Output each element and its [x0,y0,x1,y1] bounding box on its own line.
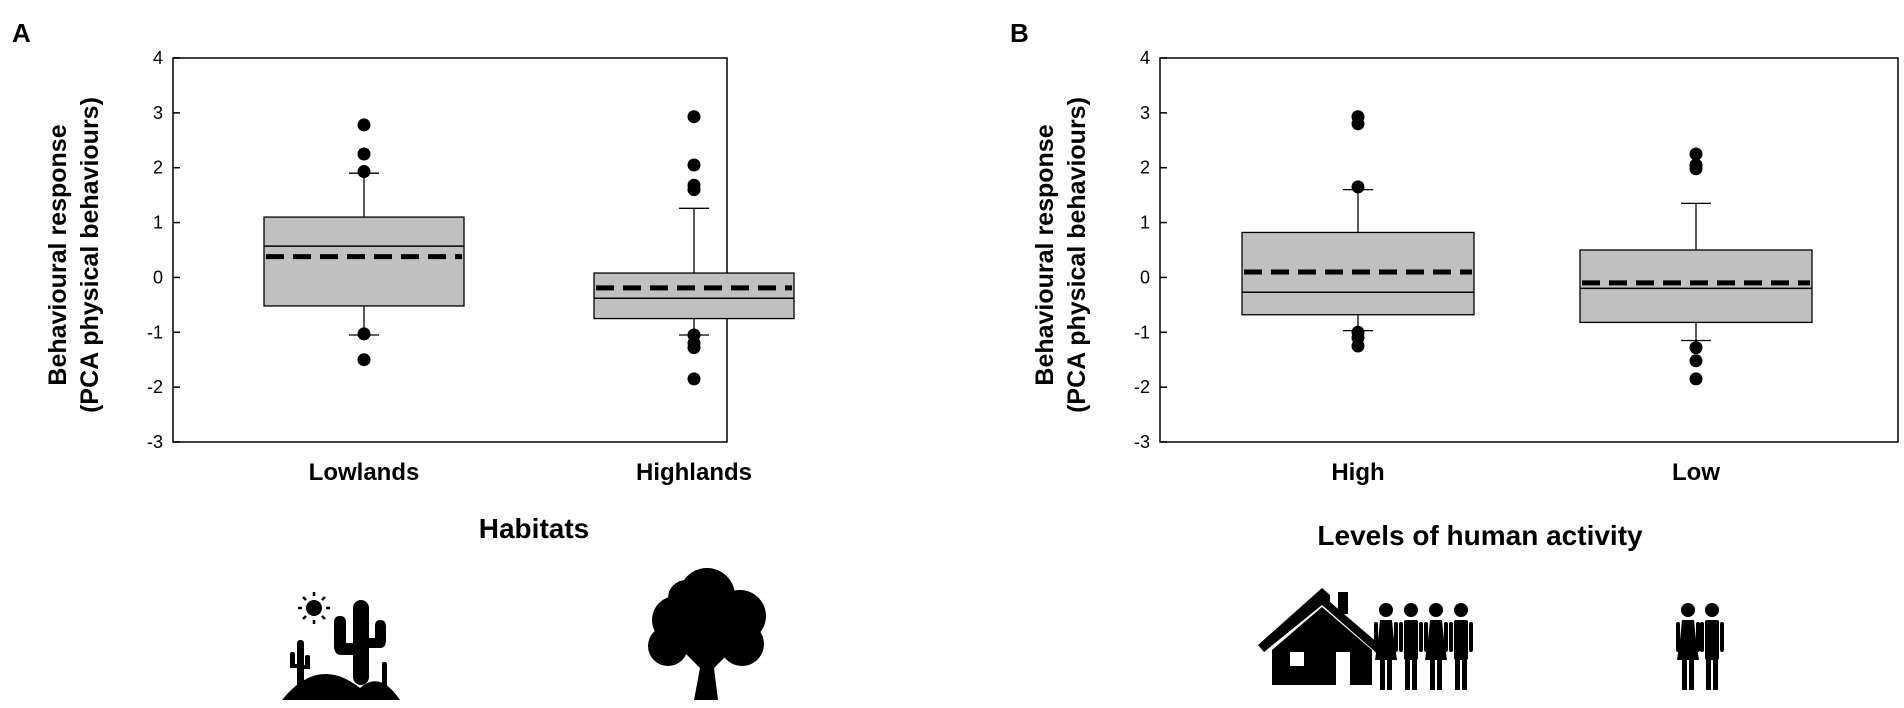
panel-a-plot-frame [172,57,728,443]
panel-b-ytick-label: 0 [1140,267,1150,287]
panel-b-box-high [1241,110,1475,353]
panel-b-category-label: High [1331,459,1384,486]
panel-b-ylabel-line2: (PCA physical behaviours) [1063,97,1091,413]
panel-a-x-axis: Lowlands Highlands [309,459,752,486]
outlier-point [1351,339,1365,353]
outlier-point [1351,180,1365,194]
panel-a-boxes [263,110,795,386]
panel-a-category-label: Highlands [636,459,752,486]
panel-a-ytick-label: -2 [147,377,163,397]
outlier-point [687,372,701,386]
tree-icon [648,568,766,700]
outlier-point [1689,354,1703,368]
outlier-point [687,183,701,197]
panel-a-category-label: Lowlands [309,459,420,486]
panel-b-x-axis: High Low [1331,459,1720,486]
panel-b-ytick-label: 3 [1140,103,1150,123]
desert-cactus-icon [282,592,400,700]
outlier-point [1689,147,1703,161]
panel-a-box-highlands [593,110,795,386]
panel-b-ytick-label: 1 [1140,213,1150,233]
outlier-point [1689,162,1703,176]
panel-b-label: B [1010,18,1029,48]
panel-a-box-lowlands [263,118,465,367]
outlier-point [357,118,371,132]
panel-b-ytick-label: -3 [1134,432,1150,452]
panel-a-ytick-label: 4 [153,48,163,68]
panel-b-y-axis: 4 3 2 1 0 -1 -2 -3 [1134,48,1167,452]
outlier-point [687,110,701,124]
panel-a-ytick-label: -1 [147,322,163,342]
outlier-point [357,147,371,161]
panel-a-ytick-label: 1 [153,213,163,233]
outlier-point [1689,341,1703,355]
panel-a-ylabel: Behavioural response (PCA physical behav… [44,97,104,413]
person-icon [1424,603,1448,690]
panel-b-boxes [1241,110,1813,386]
panel-a-y-axis: 4 3 2 1 0 -1 -2 -3 [147,48,180,452]
house-crowd-icon [1258,588,1386,685]
panel-a-ytick-label: -3 [147,432,163,452]
panel-b-ylabel: Behavioural response (PCA physical behav… [1031,97,1091,413]
panel-b-ytick-label: -1 [1134,322,1150,342]
person-icon [1449,603,1473,690]
outlier-point [357,165,371,179]
iqr-box [593,272,795,320]
panel-b-ylabel-line1: Behavioural response [1031,124,1059,385]
outlier-point [1351,117,1365,131]
panel-b-ytick-label: 2 [1140,158,1150,178]
outlier-point [687,341,701,355]
panel-a-xlabel: Habitats [479,513,589,544]
panel-a-ylabel-line2: (PCA physical behaviours) [76,97,104,413]
panel-b-ytick-label: -2 [1134,377,1150,397]
outlier-point [357,327,371,341]
panel-a-ytick-label: 2 [153,158,163,178]
panel-b-box-low [1579,147,1813,386]
person-icon [1374,603,1398,690]
couple-icon [1676,603,1724,690]
panel-b-plot-frame [1159,57,1899,443]
outlier-point [687,158,701,172]
panel-a: A Behavioural response (PCA physical beh… [12,18,795,700]
iqr-box [1579,249,1813,324]
iqr-box [263,216,465,307]
panel-a-label: A [12,18,31,48]
person-icon [1700,603,1724,690]
outlier-point [357,353,371,367]
panel-a-ytick-label: 3 [153,103,163,123]
panel-b: B Behavioural response (PCA physical beh… [1010,18,1899,690]
person-icon [1399,603,1423,690]
person-icon [1676,603,1700,690]
outlier-point [1689,372,1703,386]
panel-b-ytick-label: 4 [1140,48,1150,68]
people-group-icon [1374,603,1473,690]
panel-a-ytick-label: 0 [153,267,163,287]
panel-a-ylabel-line1: Behavioural response [44,124,72,385]
panel-b-xlabel: Levels of human activity [1317,520,1643,551]
panel-b-category-label: Low [1672,459,1720,486]
